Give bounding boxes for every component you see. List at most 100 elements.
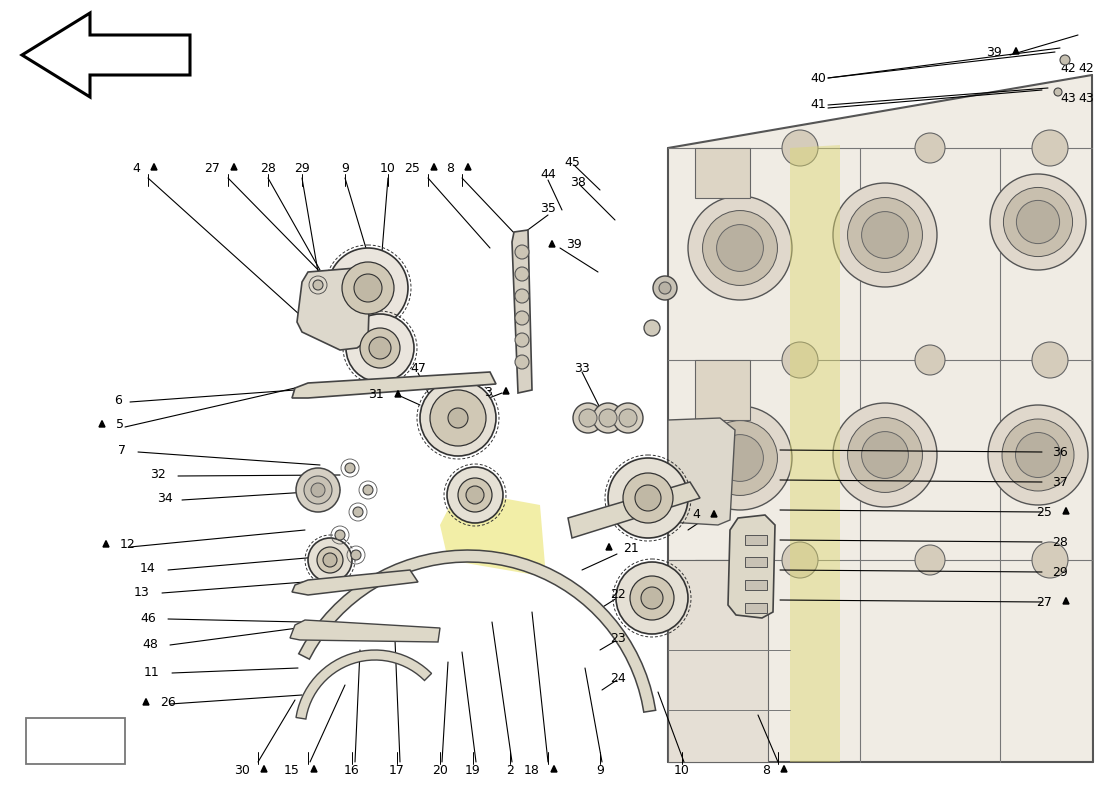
- Circle shape: [345, 463, 355, 473]
- Circle shape: [336, 530, 345, 540]
- Circle shape: [915, 345, 945, 375]
- Circle shape: [833, 403, 937, 507]
- Text: 17: 17: [389, 763, 405, 777]
- Circle shape: [988, 405, 1088, 505]
- Circle shape: [653, 276, 676, 300]
- Circle shape: [420, 380, 496, 456]
- Circle shape: [848, 198, 923, 273]
- Circle shape: [439, 399, 477, 437]
- Text: 40: 40: [810, 71, 826, 85]
- Polygon shape: [465, 164, 471, 170]
- Polygon shape: [549, 241, 556, 247]
- Circle shape: [1003, 187, 1072, 257]
- Circle shape: [466, 486, 484, 504]
- Polygon shape: [668, 418, 735, 525]
- Text: 10: 10: [381, 162, 396, 174]
- Circle shape: [1054, 88, 1062, 96]
- Text: 30: 30: [234, 763, 250, 777]
- Circle shape: [782, 130, 818, 166]
- Bar: [695, 360, 750, 420]
- Text: 42: 42: [1078, 62, 1093, 74]
- Text: 28: 28: [1052, 535, 1068, 549]
- Polygon shape: [568, 482, 700, 538]
- Polygon shape: [440, 490, 544, 575]
- Polygon shape: [431, 164, 437, 170]
- Text: 6: 6: [114, 394, 122, 406]
- Text: 24: 24: [610, 671, 626, 685]
- Polygon shape: [395, 390, 402, 397]
- Circle shape: [314, 280, 323, 290]
- Circle shape: [593, 403, 623, 433]
- Circle shape: [1032, 342, 1068, 378]
- Circle shape: [448, 408, 468, 428]
- Circle shape: [296, 468, 340, 512]
- Polygon shape: [46, 735, 54, 743]
- Circle shape: [641, 587, 663, 609]
- Bar: [695, 148, 750, 198]
- Text: 11: 11: [144, 666, 159, 678]
- Circle shape: [703, 421, 778, 495]
- Circle shape: [848, 418, 923, 493]
- Circle shape: [600, 409, 617, 427]
- Polygon shape: [231, 164, 236, 170]
- Polygon shape: [728, 515, 776, 618]
- Polygon shape: [1063, 508, 1069, 514]
- Circle shape: [458, 478, 492, 512]
- Text: 29: 29: [1052, 566, 1068, 578]
- Circle shape: [426, 386, 490, 450]
- Polygon shape: [711, 510, 717, 517]
- Circle shape: [573, 403, 603, 433]
- Text: 48: 48: [142, 638, 158, 650]
- Polygon shape: [292, 372, 496, 398]
- Polygon shape: [790, 145, 840, 762]
- Circle shape: [1060, 55, 1070, 65]
- Circle shape: [328, 248, 408, 328]
- Polygon shape: [261, 766, 267, 772]
- Text: 33: 33: [574, 362, 590, 374]
- Text: 26: 26: [160, 697, 176, 710]
- Text: 27: 27: [1036, 595, 1052, 609]
- Circle shape: [915, 133, 945, 163]
- Text: 47: 47: [410, 362, 426, 374]
- Text: 20: 20: [432, 763, 448, 777]
- Text: 43: 43: [1060, 91, 1076, 105]
- Text: 25: 25: [1036, 506, 1052, 518]
- Circle shape: [716, 434, 763, 482]
- Text: 3: 3: [484, 386, 492, 398]
- Circle shape: [716, 225, 763, 271]
- Text: 4: 4: [132, 162, 140, 174]
- Text: 5: 5: [116, 418, 124, 431]
- Circle shape: [353, 507, 363, 517]
- Text: 23: 23: [610, 631, 626, 645]
- Text: 39: 39: [987, 46, 1002, 58]
- Circle shape: [515, 245, 529, 259]
- Text: 36: 36: [1052, 446, 1068, 458]
- Bar: [745, 557, 767, 567]
- Circle shape: [630, 576, 674, 620]
- Circle shape: [430, 390, 486, 446]
- Text: 19: 19: [465, 763, 481, 777]
- FancyBboxPatch shape: [26, 718, 125, 764]
- Circle shape: [644, 320, 660, 336]
- Circle shape: [782, 542, 818, 578]
- Text: 34: 34: [157, 491, 173, 505]
- Circle shape: [360, 328, 400, 368]
- Circle shape: [311, 483, 324, 497]
- Text: 22: 22: [610, 589, 626, 602]
- Circle shape: [351, 550, 361, 560]
- Text: 44: 44: [540, 169, 556, 182]
- Bar: [745, 535, 767, 545]
- Circle shape: [515, 289, 529, 303]
- Text: 31: 31: [368, 389, 384, 402]
- Polygon shape: [551, 766, 557, 772]
- Polygon shape: [103, 541, 109, 547]
- Text: 10: 10: [674, 763, 690, 777]
- Circle shape: [317, 547, 343, 573]
- Circle shape: [613, 403, 644, 433]
- Circle shape: [515, 311, 529, 325]
- Circle shape: [323, 553, 337, 567]
- Polygon shape: [151, 164, 157, 170]
- Circle shape: [782, 342, 818, 378]
- Text: 42: 42: [1060, 62, 1076, 74]
- Circle shape: [304, 476, 332, 504]
